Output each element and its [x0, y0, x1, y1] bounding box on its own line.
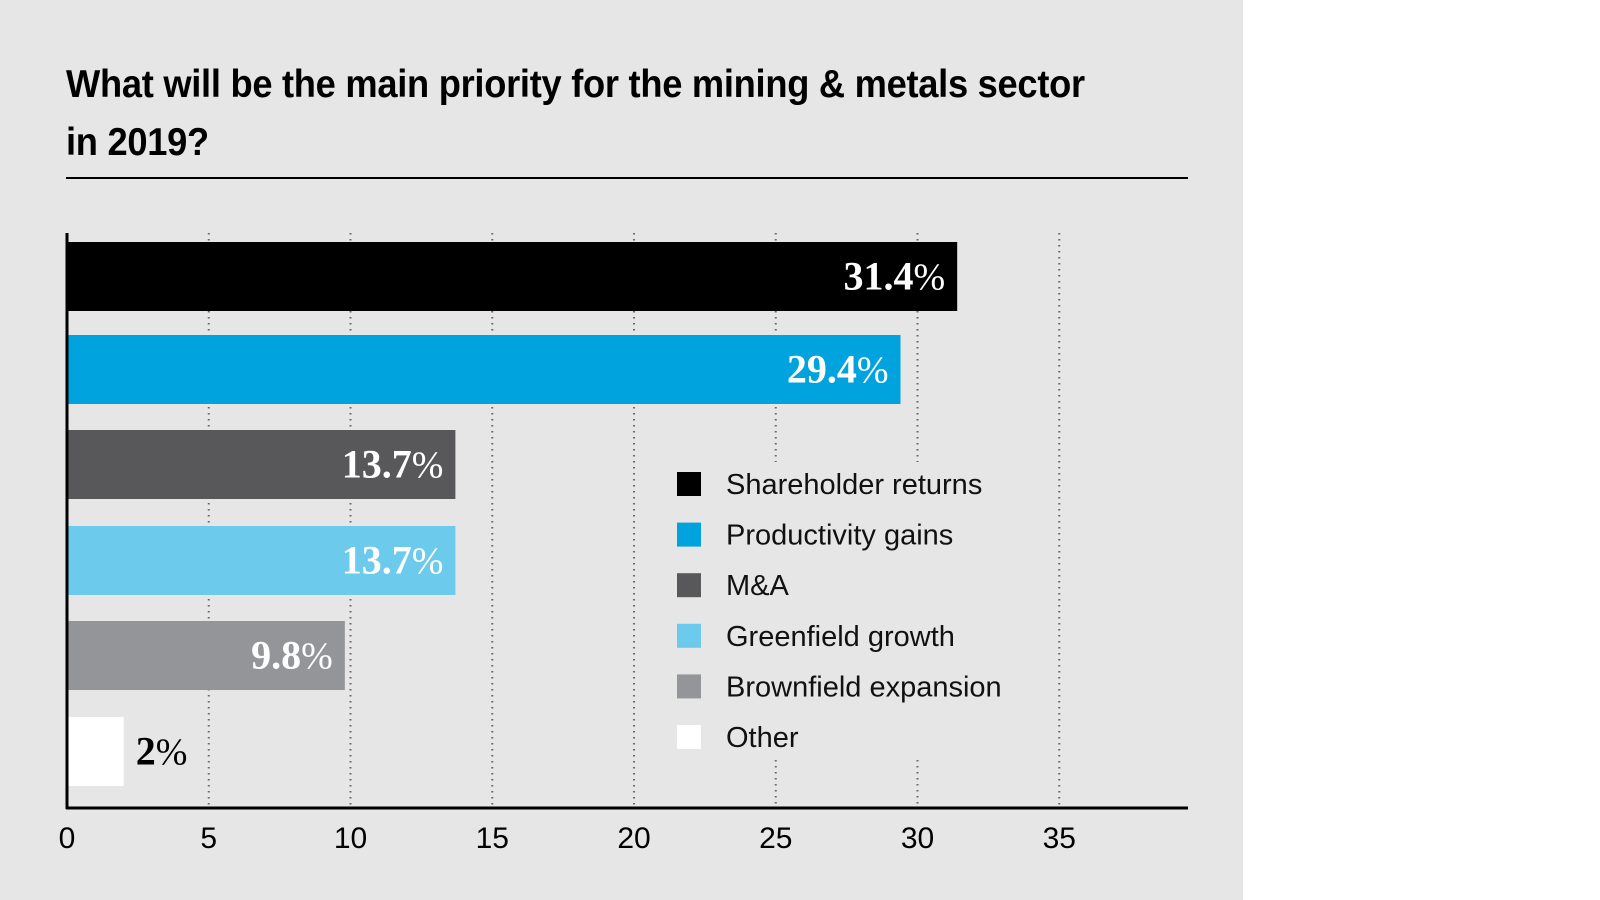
legend-swatch: [677, 522, 701, 547]
bar-brownfield-expansion: [67, 621, 345, 690]
bar-value-label: 13.7%: [342, 538, 444, 583]
legend-label: Productivity gains: [726, 520, 953, 552]
legend-label: Brownfield expansion: [726, 671, 1002, 703]
x-tick-label: 20: [617, 822, 650, 855]
legend: Shareholder returns Productivity gains M&A…: [677, 469, 1002, 754]
title-divider: [66, 177, 1188, 179]
bar-value-label: 13.7%: [342, 442, 444, 487]
percent-sign: %: [156, 732, 188, 774]
value-number: 9.8: [251, 633, 301, 678]
value-number: 13.7: [342, 538, 412, 583]
legend-swatch: [677, 623, 701, 648]
x-tick-label: 25: [759, 822, 792, 855]
bar-other: [67, 717, 124, 786]
axes: [65, 233, 1188, 810]
x-tick-label: 35: [1043, 822, 1076, 855]
legend-swatch: [677, 573, 701, 598]
bar-value-label: 2%: [136, 729, 188, 774]
bars: 31.4%29.4%13.7%13.7%9.8%2%: [67, 242, 958, 786]
bar-m-a: [67, 430, 456, 499]
x-tick-label: 10: [334, 822, 367, 855]
legend-swatch: [677, 725, 701, 749]
legend-label: Other: [726, 722, 799, 754]
bar-shareholder-returns: [67, 242, 958, 311]
legend-label: M&A: [726, 570, 790, 602]
x-tick-labels: 0 5 10 15 20 25 30 35: [59, 822, 1076, 855]
legend-swatch: [677, 472, 701, 496]
chart-title: What will be the main priority for the m…: [66, 63, 1085, 164]
value-number: 2: [136, 729, 156, 774]
bar-greenfield-growth: [67, 526, 456, 595]
bar-value-label: 29.4%: [787, 347, 889, 392]
legend-label: Greenfield growth: [726, 621, 955, 653]
percent-sign: %: [914, 257, 946, 299]
x-tick-label: 5: [200, 822, 217, 855]
bar-value-label: 9.8%: [251, 633, 333, 678]
percent-sign: %: [412, 541, 444, 583]
bar-value-label: 31.4%: [844, 254, 946, 299]
value-number: 31.4: [844, 254, 914, 299]
percent-sign: %: [857, 350, 889, 392]
percent-sign: %: [301, 636, 333, 678]
legend-swatch: [677, 674, 701, 699]
value-number: 29.4: [787, 347, 857, 392]
percent-sign: %: [412, 445, 444, 487]
value-number: 13.7: [342, 442, 412, 487]
legend-label: Shareholder returns: [726, 469, 982, 501]
x-tick-label: 0: [59, 822, 76, 855]
x-tick-label: 30: [901, 822, 934, 855]
bar-productivity-gains: [67, 335, 901, 404]
x-tick-label: 15: [476, 822, 509, 855]
